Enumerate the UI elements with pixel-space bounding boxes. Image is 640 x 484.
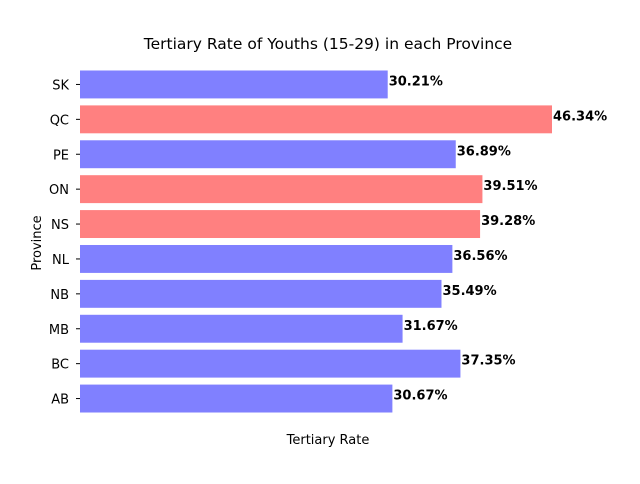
y-tick-label-pe: PE <box>53 148 69 163</box>
bar-bc <box>80 349 461 378</box>
data-label-bc: 37.35% <box>461 354 515 369</box>
bar-sk <box>80 70 388 99</box>
data-label-on: 39.51% <box>483 179 537 194</box>
data-label-sk: 30.21% <box>389 74 443 89</box>
y-tick-label-nl: NL <box>52 253 70 268</box>
bar-ab <box>80 384 393 413</box>
data-label-nb: 35.49% <box>442 284 496 299</box>
data-label-ab: 30.67% <box>393 389 447 404</box>
y-tick-label-ab: AB <box>51 393 69 408</box>
bars <box>80 70 552 413</box>
bar-mb <box>80 314 403 343</box>
x-axis-label: Tertiary Rate <box>286 433 370 448</box>
data-label-ns: 39.28% <box>481 214 535 229</box>
bar-nl <box>80 244 453 273</box>
bar-nb <box>80 279 442 308</box>
y-tick-marks <box>76 83 80 400</box>
bar-on <box>80 175 483 204</box>
y-tick-label-qc: QC <box>50 113 69 128</box>
y-tick-label-nb: NB <box>50 288 69 303</box>
data-label-pe: 36.89% <box>457 144 511 159</box>
data-labels: 30.67% 37.35% 31.67% 35.49% 36.56% 39.28% 39.5… <box>389 74 607 403</box>
bar-pe <box>80 140 456 169</box>
data-label-qc: 46.34% <box>553 109 607 124</box>
y-axis-label: Province <box>30 215 45 270</box>
y-tick-label-ns: NS <box>51 218 69 233</box>
y-tick-label-on: ON <box>49 183 69 198</box>
y-tick-labels: AB BC MB NB NL NS ON PE QC SK <box>49 78 70 407</box>
bar-qc <box>80 105 552 134</box>
y-tick-label-bc: BC <box>51 358 69 373</box>
data-label-nl: 36.56% <box>453 249 507 264</box>
y-tick-label-mb: MB <box>49 323 69 338</box>
bar-ns <box>80 210 481 239</box>
y-tick-label-sk: SK <box>52 78 69 93</box>
chart-title: Tertiary Rate of Youths (15-29) in each … <box>143 35 512 53</box>
data-label-mb: 31.67% <box>404 319 458 334</box>
